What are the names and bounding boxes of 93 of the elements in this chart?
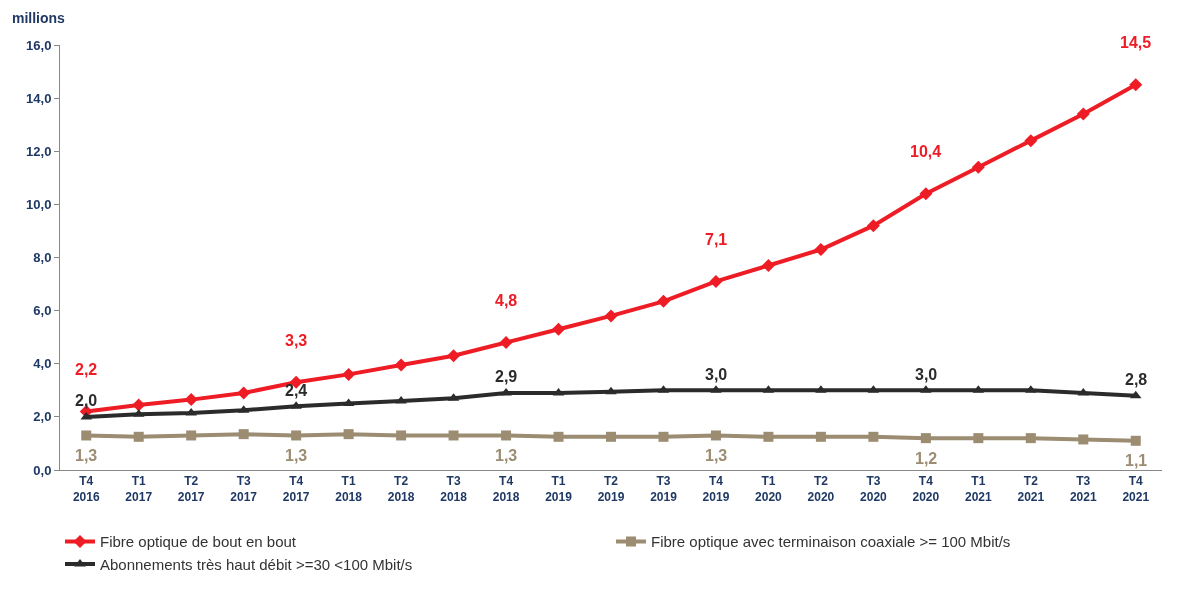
- y-tick-label: 0,0: [33, 462, 52, 478]
- point: [1130, 435, 1141, 446]
- data-label: 2,0: [75, 392, 98, 409]
- point: [606, 431, 616, 442]
- data-label: 1,2: [915, 450, 938, 467]
- point: [1024, 134, 1038, 148]
- data-label: 7,1: [705, 231, 728, 248]
- point: [186, 430, 197, 441]
- data-label: 1,3: [495, 447, 518, 464]
- data-label: 3,0: [705, 366, 728, 383]
- x-tick-label: T4 2019: [702, 474, 730, 504]
- point: [133, 431, 144, 442]
- x-tick-label: T2 2017: [177, 474, 205, 504]
- point: [499, 336, 513, 349]
- x-tick-label: T1 2021: [964, 474, 992, 504]
- data-label: 2,2: [75, 361, 98, 378]
- point: [866, 219, 880, 233]
- point: [394, 358, 408, 372]
- x-tick-label: T4 2020: [912, 474, 940, 504]
- point: [237, 386, 251, 400]
- point: [81, 430, 92, 441]
- point: [396, 430, 407, 441]
- point: [971, 160, 985, 174]
- point: [656, 294, 670, 308]
- point: [447, 349, 461, 363]
- x-tick-label: T3 2018: [440, 474, 468, 504]
- point: [448, 430, 459, 441]
- point: [184, 393, 198, 407]
- point: [342, 367, 356, 381]
- x-tick-label: T4 2017: [282, 474, 310, 504]
- data-label: 2,9: [495, 368, 518, 385]
- point: [291, 430, 302, 441]
- data-label: 1,3: [285, 447, 308, 464]
- point: [552, 322, 566, 336]
- point: [1129, 78, 1143, 92]
- data-label: 1,3: [75, 447, 98, 464]
- data-label: 4,8: [495, 292, 518, 309]
- x-tick-label: T3 2021: [1069, 474, 1097, 504]
- y-tick-label: 8,0: [33, 250, 52, 266]
- legend-label: Fibre optique avec terminaison coaxiale >= 100 Mbit/s: [651, 533, 1011, 551]
- x-tick-label: T4 2018: [492, 474, 520, 504]
- point: [920, 433, 931, 444]
- x-tick-label: T1 2017: [125, 474, 153, 504]
- point: [1076, 107, 1090, 121]
- legend-label: Abonnements très haut débit >=30 <100 Mbit/s: [100, 555, 413, 573]
- data-label: 1,3: [705, 447, 728, 464]
- point: [763, 431, 774, 442]
- data-label: 10,4: [910, 143, 942, 160]
- x-tick-label: T3 2017: [230, 474, 258, 504]
- point: [868, 431, 879, 442]
- data-label: 3,3: [285, 332, 308, 349]
- point: [814, 243, 828, 257]
- point: [973, 433, 984, 444]
- point: [132, 398, 146, 412]
- data-label: 2,8: [1125, 371, 1148, 388]
- y-tick-label: 16,0: [26, 37, 52, 53]
- y-tick-label: 4,0: [33, 356, 52, 372]
- point: [710, 430, 721, 441]
- y-tick-label: 2,0: [33, 409, 52, 425]
- point: [919, 187, 933, 201]
- point: [1025, 433, 1036, 444]
- x-tick-label: T1 2018: [335, 474, 363, 504]
- data-label: 2,4: [285, 382, 308, 399]
- x-tick-label: T3 2019: [650, 474, 678, 504]
- point: [709, 274, 723, 288]
- y-tick-label: 14,0: [26, 90, 52, 106]
- point: [761, 258, 775, 272]
- x-tick-label: T1 2020: [755, 474, 783, 504]
- data-label: 14,5: [1120, 34, 1152, 51]
- x-tick-label: T2 2020: [807, 474, 835, 504]
- x-tick-label: T3 2020: [860, 474, 888, 504]
- x-tick-label: T4 2016: [72, 474, 100, 504]
- y-tick-label: 6,0: [33, 303, 52, 319]
- y-axis-title: millions: [12, 10, 66, 26]
- point: [658, 431, 669, 442]
- point: [238, 429, 249, 440]
- point: [1078, 434, 1089, 445]
- x-tick-label: T2 2018: [387, 474, 415, 504]
- x-tick-label: T1 2019: [545, 474, 573, 504]
- legend-label: Fibre optique de bout en bout: [100, 533, 297, 551]
- data-label: 1,1: [1125, 452, 1148, 469]
- point: [553, 431, 564, 442]
- point: [605, 386, 617, 395]
- x-tick-label: T2 2021: [1017, 474, 1045, 504]
- x-tick-label: T4 2021: [1122, 474, 1150, 504]
- point: [604, 309, 618, 323]
- point: [815, 431, 826, 442]
- y-tick-label: 10,0: [26, 196, 52, 212]
- point: [343, 429, 354, 440]
- x-tick-label: T2 2019: [597, 474, 625, 504]
- y-tick-label: 12,0: [26, 143, 52, 159]
- point: [501, 430, 512, 441]
- data-label: 3,0: [915, 366, 938, 383]
